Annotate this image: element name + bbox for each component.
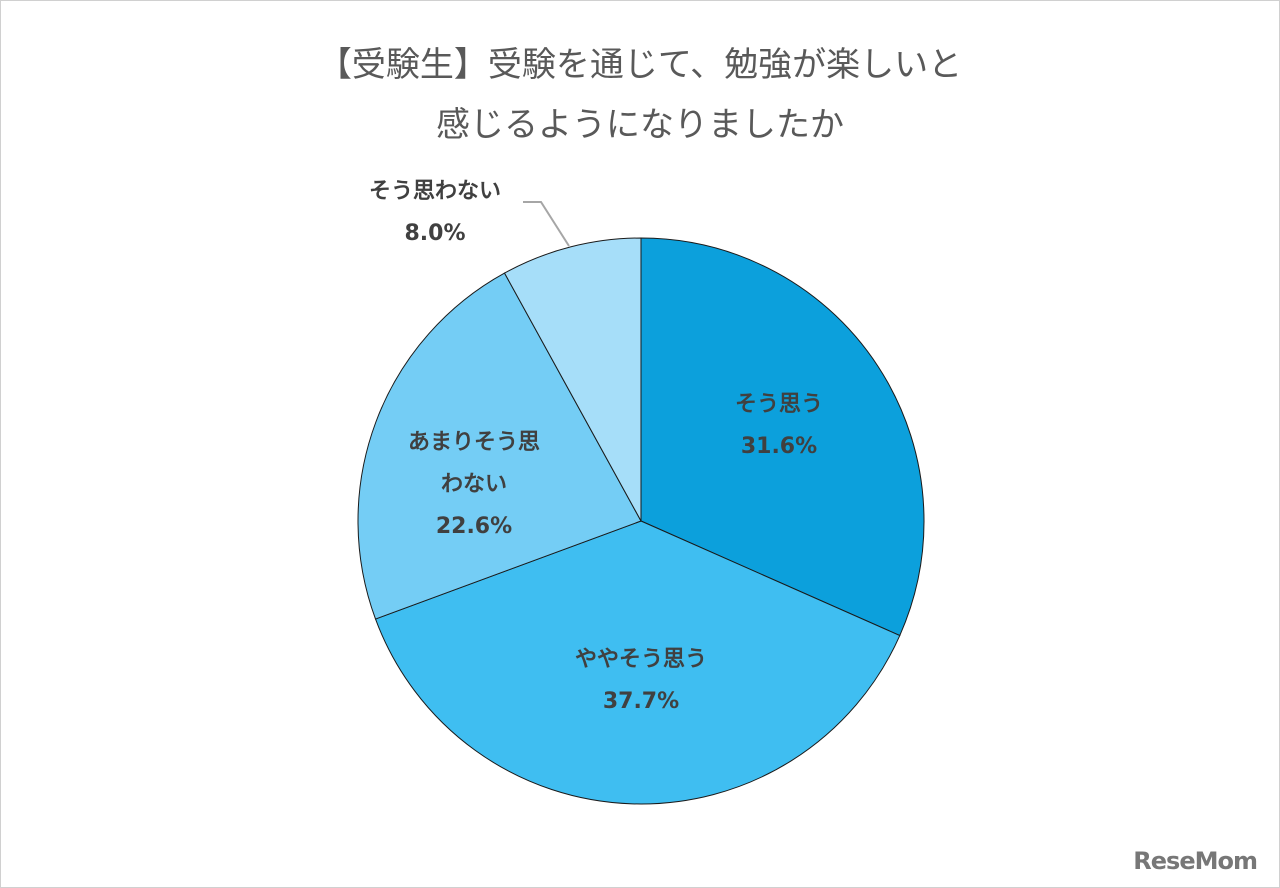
leader-line: [523, 201, 570, 247]
pie-slice-1: [374, 520, 901, 805]
slice-label-1: ややそう思う 37.7%: [575, 639, 707, 723]
chart-title-line-2: 感じるようになりましたか: [436, 105, 844, 145]
pie-slice-2: [357, 272, 642, 620]
slice-value: 31.6%: [740, 434, 818, 459]
slice-name: そう思わない: [368, 179, 502, 204]
slice-label-3: そう思わない 8.0%: [369, 171, 501, 255]
slice-value: 22.6%: [435, 514, 513, 539]
slice-value: 8.0%: [404, 221, 466, 246]
pie-slice-3: [503, 237, 642, 522]
slice-value: 37.7%: [602, 689, 680, 714]
slice-name: そう思う: [734, 392, 824, 417]
slice-name-line-1: あまりそう思: [407, 430, 541, 455]
slice-label-0: そう思う 31.6%: [735, 384, 823, 468]
chart-title-line-1: 【受験生】受験を通じて、勉強が楽しいと: [317, 45, 963, 85]
slice-label-2: あまりそう思 わない 22.6%: [408, 422, 540, 548]
slice-name-line-2: わない: [440, 472, 508, 497]
pie-slice-0: [640, 237, 925, 637]
resemom-logo: ReseMom: [1133, 847, 1258, 875]
slice-name: ややそう思う: [574, 647, 708, 672]
